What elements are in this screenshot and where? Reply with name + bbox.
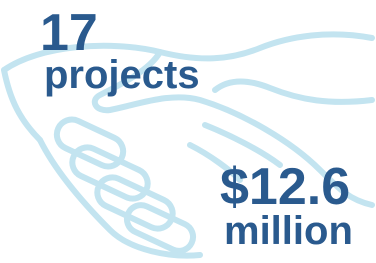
stat-value: $12.6 (220, 158, 350, 216)
stat-label: projects (44, 53, 200, 97)
stat-label: million (224, 209, 353, 253)
infographic: 17 projects $12.6 million (0, 0, 376, 263)
